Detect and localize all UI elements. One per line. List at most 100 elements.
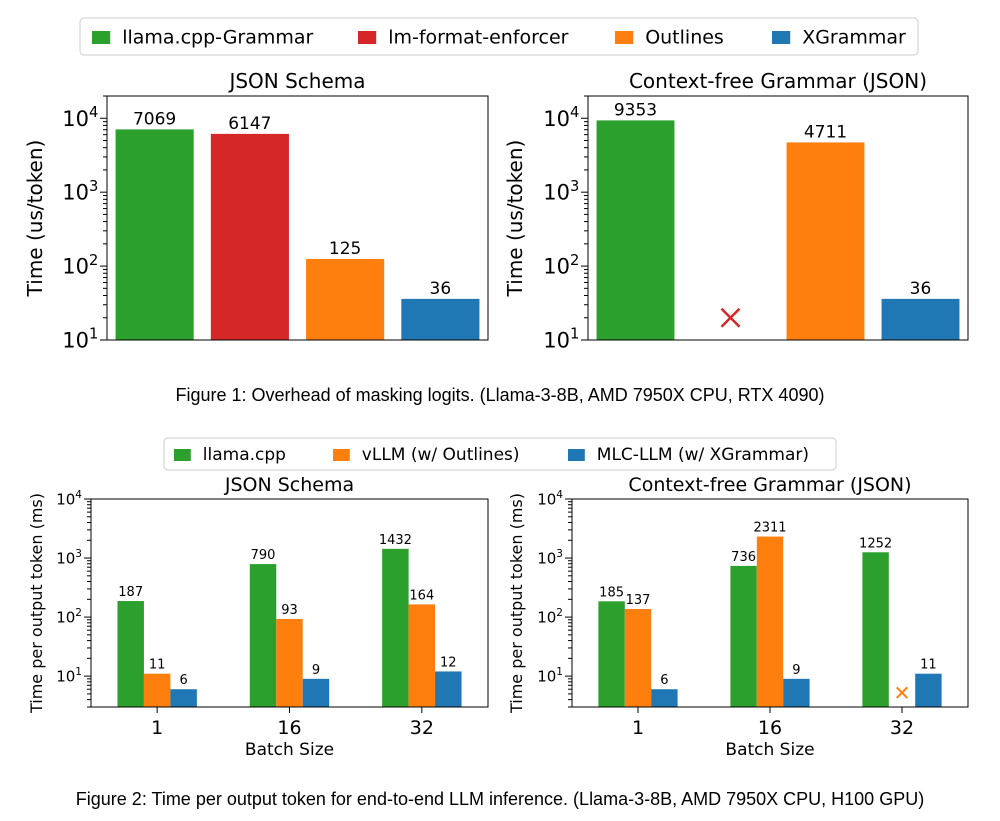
y-tick-label: 101 — [56, 666, 82, 685]
bar — [435, 671, 462, 707]
y-tick-label: 102 — [543, 252, 579, 279]
y-axis-label: Time per output token (ms) — [27, 493, 46, 714]
bar — [624, 609, 652, 707]
x-tick-label: 32 — [410, 717, 434, 739]
x-axis-label: Batch Size — [725, 740, 814, 760]
legend-label: llama.cpp-Grammar — [122, 26, 313, 48]
figure-2-legend: llama.cpp vLLM (w/ Outlines) MLC-LLM (w/ X… — [163, 437, 837, 471]
chart-3: JSON Schema Time per output token (ms) 101… — [27, 474, 489, 760]
bar — [382, 548, 409, 707]
bar — [596, 120, 675, 341]
bar-value-label: 6 — [660, 673, 668, 688]
chart-2: Context-free Grammar (JSON) Time (us/toke… — [503, 69, 969, 353]
bar — [756, 536, 784, 707]
bar — [408, 604, 436, 707]
figure-1-legend-frame — [79, 17, 919, 56]
plot-frame — [587, 95, 969, 341]
bar-value-label: 2311 — [753, 521, 786, 536]
bar — [401, 298, 480, 340]
bar-value-label: 137 — [626, 593, 651, 608]
x-tick-label: 32 — [890, 717, 914, 739]
legend-label: lm-format-enforcer — [388, 26, 568, 48]
chart-title: JSON Schema — [224, 474, 354, 496]
bar — [249, 564, 277, 707]
bar — [915, 673, 942, 707]
x-tick-label: 16 — [758, 717, 782, 739]
bar-value-label: 790 — [251, 548, 276, 563]
unsupported-marker — [896, 686, 908, 699]
unsupported-marker — [720, 307, 741, 328]
y-tick-label: 102 — [62, 252, 98, 279]
y-tick-label: 103 — [537, 548, 563, 567]
bar-value-label: 93 — [281, 603, 298, 618]
legend-label: XGrammar — [802, 26, 906, 48]
y-tick-label: 103 — [56, 548, 82, 567]
y-axis-label: Time (us/token) — [23, 140, 47, 298]
chart-4: Context-free Grammar (JSON) Time per outp… — [507, 474, 969, 760]
bar-value-label: 4711 — [804, 122, 847, 142]
bar-value-label: 9353 — [614, 100, 657, 120]
plot-frame — [106, 95, 489, 341]
bar — [117, 601, 144, 707]
chart-title: JSON Schema — [227, 69, 365, 93]
legend-label: vLLM (w/ Outlines) — [362, 445, 520, 465]
legend-label: MLC-LLM (w/ XGrammar) — [597, 445, 809, 465]
bar-value-label: 164 — [409, 588, 434, 603]
legend-swatch — [333, 449, 350, 461]
bar — [730, 565, 757, 707]
bar-value-label: 1252 — [859, 536, 892, 551]
bar-value-label: 9 — [792, 663, 800, 678]
y-tick-label: 104 — [543, 104, 579, 131]
bar-value-label: 36 — [430, 279, 452, 299]
y-tick-label: 104 — [56, 489, 82, 508]
bar-value-label: 125 — [329, 239, 361, 259]
bar-value-label: 11 — [149, 658, 166, 673]
legend-swatch — [358, 31, 377, 44]
y-tick-label: 104 — [537, 489, 563, 508]
chart-title: Context-free Grammar (JSON) — [629, 69, 927, 93]
bar — [302, 678, 330, 707]
bar-value-label: 7069 — [133, 109, 176, 129]
chart-title: Context-free Grammar (JSON) — [628, 474, 911, 496]
y-tick-label: 104 — [62, 104, 98, 131]
bar-value-label: 6 — [179, 673, 187, 688]
bar-value-label: 185 — [599, 585, 624, 600]
plot-frame — [571, 498, 969, 708]
bar — [115, 129, 194, 340]
y-tick-label: 101 — [62, 326, 98, 353]
chart-1: JSON Schema Time (us/token) 101 102 103 104 70… — [23, 69, 489, 353]
bar — [786, 142, 865, 340]
bar — [598, 601, 625, 707]
x-axis-label: Batch Size — [245, 740, 334, 760]
bar — [276, 618, 303, 707]
bar — [210, 133, 289, 340]
bar — [881, 298, 960, 340]
bar — [862, 552, 889, 707]
legend-swatch — [772, 31, 791, 44]
y-tick-label: 102 — [537, 607, 563, 626]
legend-swatch — [174, 449, 191, 461]
bar-value-label: 36 — [910, 279, 932, 299]
legend-label: Outlines — [645, 26, 724, 48]
legend-label: llama.cpp — [203, 445, 286, 465]
bar — [143, 673, 171, 707]
y-tick-label: 103 — [62, 178, 98, 205]
bar-value-label: 9 — [312, 663, 320, 678]
legend-swatch — [92, 31, 111, 44]
y-tick-label: 101 — [537, 666, 563, 685]
legend-swatch — [615, 31, 634, 44]
bar — [783, 678, 810, 707]
bar-value-label: 12 — [440, 655, 457, 670]
y-axis-label: Time (us/token) — [503, 140, 527, 298]
bar-value-label: 6147 — [228, 114, 271, 134]
x-tick-label: 16 — [277, 717, 301, 739]
figure-1-legend: llama.cpp-Grammar lm-format-enforcer Outli… — [79, 17, 919, 56]
bar — [170, 689, 197, 707]
figure-2-legend-frame — [163, 437, 837, 471]
bar — [306, 258, 385, 340]
figure-1-caption: Figure 1: Overhead of masking logits. (L… — [175, 385, 825, 405]
y-axis-label: Time per output token (ms) — [507, 493, 526, 714]
figure-2-caption: Figure 2: Time per output token for end-… — [75, 789, 925, 809]
plot-frame — [90, 498, 489, 708]
